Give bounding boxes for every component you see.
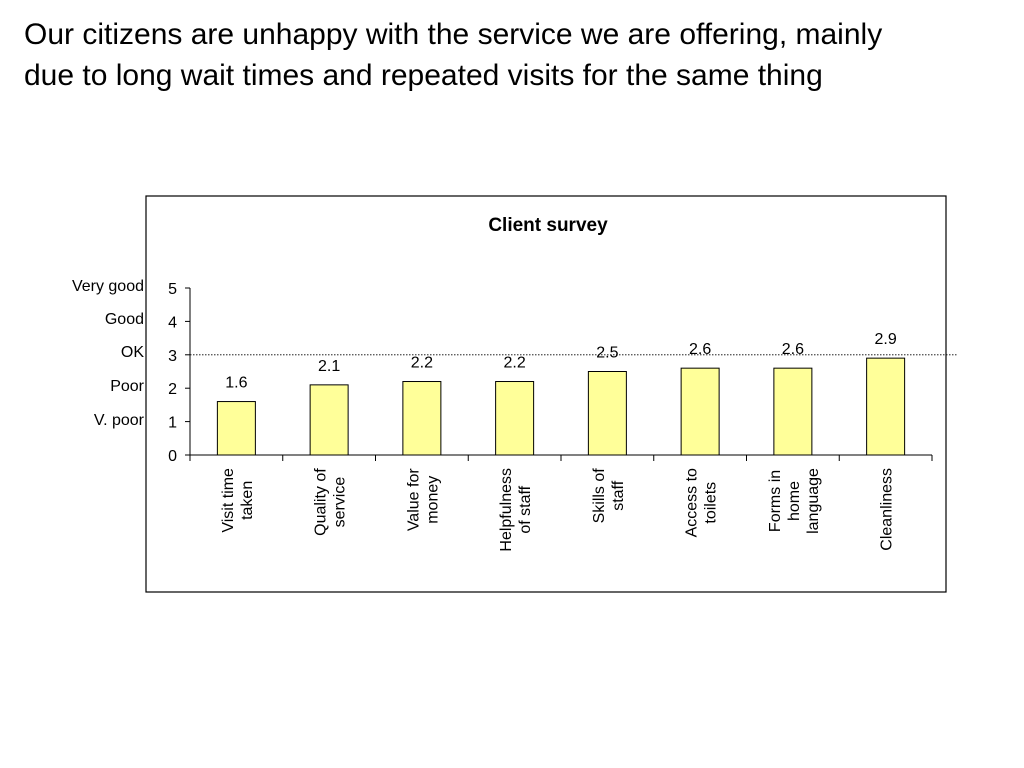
x-category-label: Skills of staff [591,468,627,524]
bar [680,367,720,456]
y-tick-label: 3 [168,348,177,365]
data-label: 2.5 [596,345,618,362]
bar [402,381,442,456]
data-label: 2.1 [318,358,340,375]
x-category-label: Quality of service [313,468,349,536]
x-category-label: Cleanliness [879,468,896,551]
y-tick-label: 2 [168,381,177,398]
bar [866,357,906,456]
slide-headline: Our citizens are unhappy with the servic… [24,14,1014,96]
data-label: 1.6 [225,375,247,392]
headline-line-1: Our citizens are unhappy with the servic… [24,18,883,51]
bar [216,401,256,456]
bar [773,367,813,456]
bar [587,371,627,456]
data-label: 2.6 [689,341,711,358]
y-tick-label: 4 [168,314,177,331]
y-tick-label: 0 [168,448,177,465]
chart-title: Client survey [488,215,608,236]
y-tick-label: 5 [168,281,177,298]
headline-line-2: due to long wait times and repeated visi… [24,59,823,92]
data-label: 2.2 [411,355,433,372]
y-tick-label: 1 [168,415,177,432]
x-category-label: Helpfulness of staff [498,468,534,552]
data-label: 2.6 [782,341,804,358]
x-category-label: Value for money [405,468,441,532]
x-category-label: Access to toilets [684,468,720,537]
x-category-label: Visit time taken [220,468,256,533]
x-category-label: Forms in home language [767,468,822,534]
bar [309,384,349,456]
data-label: 2.9 [875,331,897,348]
data-label: 2.2 [504,355,526,372]
chart-frame [145,195,947,593]
bar [495,381,535,456]
